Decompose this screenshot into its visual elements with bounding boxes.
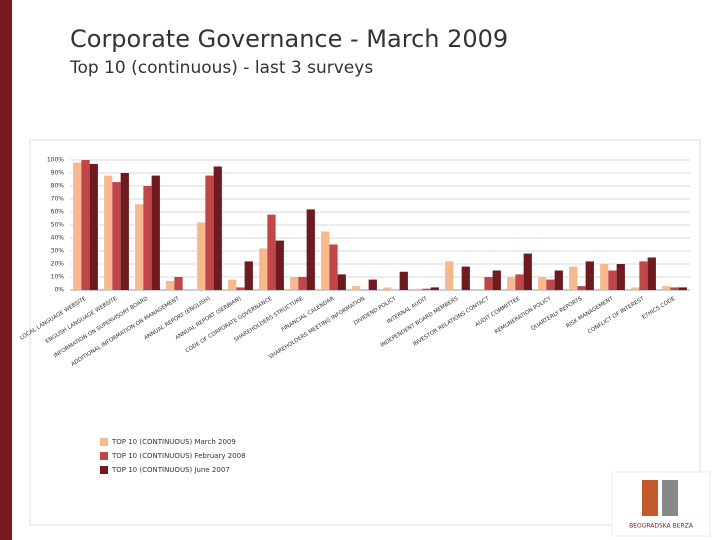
bar	[236, 287, 245, 290]
x-tick-label: ADDITIONAL INFORMATION ON MANAGEMENT	[70, 296, 181, 368]
legend-swatch	[100, 438, 108, 446]
bar	[174, 277, 183, 290]
y-tick-label: 10%	[51, 274, 65, 281]
chart-frame	[29, 139, 701, 526]
bar	[569, 266, 578, 290]
slide-border	[0, 0, 12, 540]
legend-label: TOP 10 (CONTINUOUS) June 2007	[111, 466, 230, 474]
bar	[577, 286, 586, 290]
y-tick-label: 0%	[54, 287, 64, 294]
bar	[515, 274, 524, 290]
legend-label: TOP 10 (CONTINUOUS) March 2009	[111, 438, 236, 446]
bar	[399, 271, 408, 290]
bar	[267, 214, 276, 290]
bar	[616, 264, 625, 290]
bar	[461, 266, 470, 290]
y-tick-label: 60%	[51, 209, 65, 216]
bar	[228, 279, 237, 290]
bar	[585, 261, 594, 290]
bar	[554, 270, 563, 290]
bar	[368, 279, 377, 290]
legend-swatch	[100, 466, 108, 474]
chart-subtitle: Top 10 (continuous) - last 3 surveys	[69, 58, 373, 78]
bar	[275, 240, 284, 290]
logo-mark	[662, 480, 678, 516]
bar	[546, 279, 555, 290]
bar	[492, 270, 501, 290]
bar	[244, 261, 253, 290]
bar	[678, 287, 687, 290]
bar	[259, 248, 268, 290]
bar	[112, 182, 121, 290]
bar	[523, 253, 532, 290]
legend-label: TOP 10 (CONTINUOUS) February 2008	[111, 452, 246, 460]
logo-text: BEOGRADSKA BERZA	[629, 523, 694, 530]
x-tick-label: QUARTERLY REPORTS	[530, 296, 584, 333]
y-tick-label: 30%	[51, 248, 65, 255]
bar	[608, 270, 617, 290]
bar	[352, 286, 361, 290]
bar	[213, 166, 222, 290]
y-tick-label: 80%	[51, 183, 65, 190]
bar	[205, 175, 214, 290]
bar	[290, 277, 299, 290]
bar	[337, 274, 346, 290]
bar	[430, 287, 439, 290]
x-tick-label: CONFLICT OF INTEREST	[587, 296, 646, 336]
y-tick-label: 70%	[51, 196, 65, 203]
bar	[647, 257, 656, 290]
y-tick-label: 40%	[51, 235, 65, 242]
bar	[135, 204, 144, 290]
bar	[639, 261, 648, 290]
bar	[151, 175, 160, 290]
x-tick-label: ETHICS CODE	[641, 296, 676, 321]
bar	[166, 280, 175, 290]
y-tick-label: 20%	[51, 261, 65, 268]
x-tick-label: REMUNERATION POLICY	[494, 296, 553, 336]
bar	[631, 287, 640, 290]
bar	[73, 162, 82, 290]
bar	[321, 231, 330, 290]
bar	[445, 261, 454, 290]
legend-swatch	[100, 452, 108, 460]
bar	[600, 264, 609, 290]
y-tick-label: 100%	[47, 157, 64, 164]
bar	[414, 288, 423, 290]
bar	[298, 277, 307, 290]
bar	[484, 277, 493, 290]
bar	[104, 175, 113, 290]
bar	[120, 173, 129, 290]
x-tick-label: FINANCIAL CALENDAR	[281, 296, 336, 333]
bar	[538, 277, 547, 290]
y-tick-label: 50%	[51, 222, 65, 229]
bar	[89, 163, 98, 290]
logo-mark	[642, 480, 658, 516]
bar	[306, 209, 315, 290]
bar	[329, 244, 338, 290]
bar	[507, 277, 516, 290]
bar	[197, 222, 206, 290]
bar	[662, 286, 671, 290]
chart-title: Corporate Governance - March 2009	[70, 25, 508, 53]
bar	[81, 160, 90, 290]
bar	[143, 186, 152, 290]
bar	[422, 288, 431, 290]
y-tick-label: 90%	[51, 170, 65, 177]
bar	[670, 287, 679, 290]
bar	[383, 287, 392, 290]
logo-box	[611, 471, 711, 537]
